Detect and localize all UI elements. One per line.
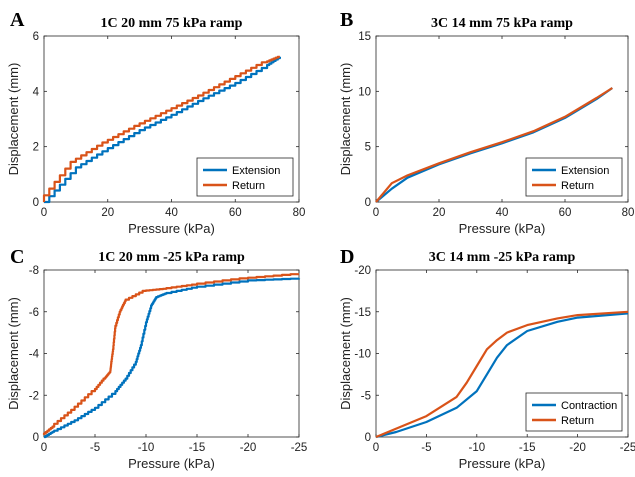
series-line-second — [42, 273, 299, 435]
series-line-first — [44, 277, 301, 439]
y-tick-label: -6 — [29, 307, 39, 319]
x-axis-label: Pressure (kPa) — [459, 221, 546, 236]
x-tick-label: -20 — [240, 442, 257, 454]
series-line-second — [375, 87, 613, 203]
x-tick-label: 20 — [433, 207, 446, 219]
y-tick-label: -5 — [361, 390, 371, 402]
chart-panel-d: D 3C 14 mm -25 kPa ramp 0 -5 -10 -15 -20 -25 0 -5… — [338, 246, 635, 471]
x-tick-label: -5 — [421, 442, 431, 454]
chart-panel-c: C 1C 20 mm -25 kPa ramp 0 -5 -10 -15 -20 -25 0 -2… — [6, 246, 307, 471]
y-axis-label: Displacement (mm) — [338, 63, 353, 176]
y-tick-label: 10 — [358, 86, 371, 98]
y-tick-label: 0 — [365, 197, 371, 209]
x-tick-label: 0 — [41, 442, 47, 454]
x-tick-label: 0 — [373, 442, 379, 454]
x-tick-label: -10 — [468, 442, 485, 454]
chart-panel-a: A 1C 20 mm 75 kPa ramp 0 20 40 60 80 0 2 4 6 Pressu… — [6, 9, 305, 236]
x-tick-label: -15 — [189, 442, 206, 454]
plot-frame — [43, 269, 300, 438]
y-tick-label: -10 — [354, 349, 371, 361]
x-tick-label: 20 — [101, 207, 114, 219]
legend-label: Return — [561, 415, 594, 427]
y-tick-label: 0 — [33, 432, 39, 444]
x-tick-label: 60 — [559, 207, 572, 219]
legend-label: Contraction — [561, 400, 617, 412]
x-tick-label: -25 — [291, 442, 308, 454]
legend-label: Extension — [232, 165, 280, 177]
x-tick-label: 80 — [622, 207, 635, 219]
legend-box — [525, 392, 623, 432]
x-tick-label: -10 — [138, 442, 155, 454]
x-tick-label: 0 — [41, 207, 47, 219]
y-tick-label: 6 — [33, 31, 39, 43]
x-tick-label: 0 — [373, 207, 379, 219]
y-tick-label: 5 — [365, 142, 371, 154]
y-tick-label: 4 — [33, 86, 40, 98]
y-axis-label: Displacement (mm) — [338, 297, 353, 410]
chart-title: 3C 14 mm -25 kPa ramp — [429, 250, 576, 265]
x-axis-label: Pressure (kPa) — [128, 456, 215, 471]
y-tick-label: -2 — [29, 390, 39, 402]
y-tick-label: 0 — [33, 197, 39, 209]
y-tick-label: 15 — [358, 31, 371, 43]
y-tick-label: -4 — [29, 349, 40, 361]
panel-letter: B — [340, 9, 353, 31]
legend: Extension Return — [525, 157, 623, 197]
y-axis-label: Displacement (mm) — [6, 297, 21, 410]
legend-box — [525, 157, 623, 197]
x-tick-label: -20 — [569, 442, 586, 454]
y-tick-label: 2 — [33, 142, 39, 154]
y-tick-label: 0 — [365, 432, 371, 444]
x-tick-label: -25 — [620, 442, 635, 454]
legend: Contraction Return — [525, 392, 623, 432]
panel-letter: C — [10, 246, 24, 268]
panel-letter: A — [10, 9, 25, 31]
y-tick-label: -8 — [29, 265, 39, 277]
chart-title: 3C 14 mm 75 kPa ramp — [431, 16, 573, 31]
chart-title: 1C 20 mm 75 kPa ramp — [101, 16, 243, 31]
x-tick-label: 60 — [229, 207, 242, 219]
y-tick-label: -20 — [354, 265, 371, 277]
x-tick-label: -5 — [90, 442, 100, 454]
legend-label: Return — [232, 180, 265, 192]
x-axis-label: Pressure (kPa) — [128, 221, 215, 236]
panel-letter: D — [340, 246, 354, 268]
legend-box — [196, 157, 294, 197]
chart-title: 1C 20 mm -25 kPa ramp — [98, 250, 245, 265]
x-axis-label: Pressure (kPa) — [459, 456, 546, 471]
series-line-first — [375, 312, 629, 439]
x-tick-label: 80 — [293, 207, 306, 219]
x-tick-label: -15 — [519, 442, 536, 454]
y-axis-label: Displacement (mm) — [6, 63, 21, 176]
legend: Extension Return — [196, 157, 294, 197]
chart-panel-b: B 3C 14 mm 75 kPa ramp 0 20 40 60 80 0 5 10 15 Pres… — [338, 9, 634, 236]
y-tick-label: -15 — [354, 307, 371, 319]
legend-label: Return — [561, 180, 594, 192]
x-tick-label: 40 — [165, 207, 178, 219]
x-tick-label: 40 — [496, 207, 509, 219]
legend-label: Extension — [561, 165, 609, 177]
